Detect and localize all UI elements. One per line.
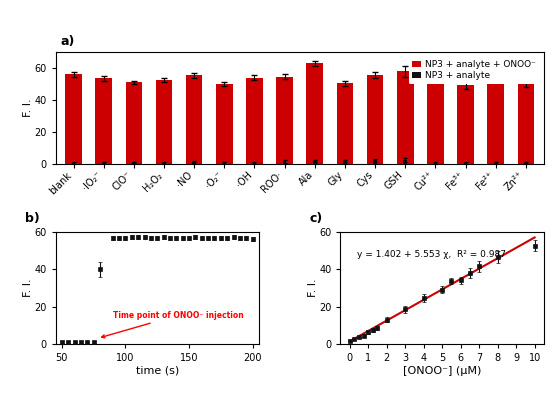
Bar — [72, 163, 75, 164]
Bar — [216, 84, 233, 164]
Bar — [403, 160, 407, 164]
X-axis label: [ONOO⁻] (μM): [ONOO⁻] (μM) — [403, 366, 481, 376]
Bar — [193, 162, 196, 164]
Bar — [367, 75, 384, 164]
Text: y = 1.402 + 5.553 χ,  R² = 0.987: y = 1.402 + 5.553 χ, R² = 0.987 — [357, 250, 506, 259]
Bar — [156, 80, 172, 164]
Bar — [306, 63, 323, 164]
Bar — [337, 83, 353, 164]
Bar — [186, 75, 203, 164]
Bar — [223, 163, 226, 164]
Legend: NP3 + analyte + ONOO⁻, NP3 + analyte: NP3 + analyte + ONOO⁻, NP3 + analyte — [408, 56, 539, 84]
Bar — [457, 85, 474, 164]
Text: a): a) — [60, 34, 75, 48]
Bar — [65, 74, 82, 164]
Bar — [433, 163, 437, 164]
Bar — [132, 162, 135, 164]
Text: c): c) — [310, 212, 323, 225]
Bar — [374, 160, 377, 164]
Bar — [313, 161, 316, 164]
Bar — [246, 78, 263, 164]
Bar — [397, 71, 413, 164]
Bar — [276, 77, 293, 164]
Text: Time point of ONOO⁻ injection: Time point of ONOO⁻ injection — [102, 311, 244, 338]
Bar — [494, 163, 497, 164]
Bar — [524, 163, 528, 164]
Bar — [464, 163, 467, 164]
Bar — [95, 78, 112, 164]
Bar — [427, 70, 443, 164]
Bar — [487, 75, 504, 164]
Bar — [125, 82, 142, 164]
Bar — [102, 163, 105, 164]
Text: b): b) — [25, 212, 40, 225]
Bar — [253, 163, 256, 164]
Bar — [517, 82, 534, 164]
Bar — [162, 163, 166, 164]
X-axis label: time (s): time (s) — [135, 366, 179, 376]
Y-axis label: F. I.: F. I. — [23, 99, 33, 118]
Y-axis label: F. I.: F. I. — [23, 278, 33, 297]
Y-axis label: F. I.: F. I. — [307, 278, 317, 297]
Bar — [343, 161, 347, 164]
Bar — [283, 162, 286, 164]
